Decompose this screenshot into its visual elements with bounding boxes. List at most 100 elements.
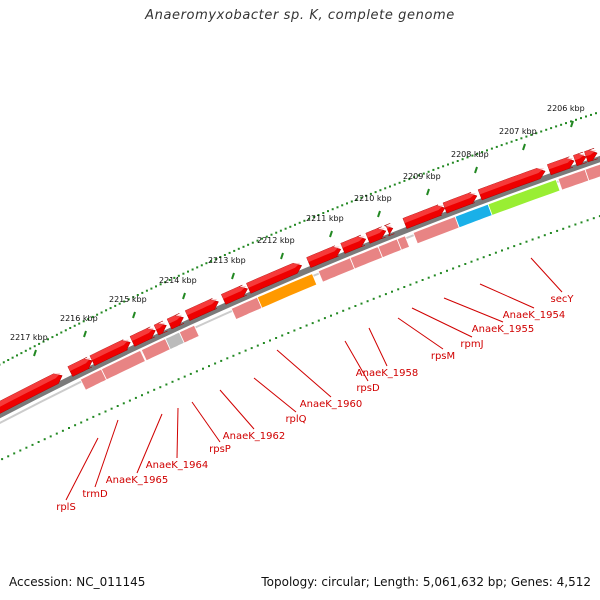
- ruler-label-2212-kbp: 2212 kbp: [257, 236, 295, 245]
- ruler-minor-tick: [51, 336, 54, 339]
- ruler-minor-tick: [355, 198, 358, 201]
- gene-label-rpmj: rpmJ: [460, 339, 483, 350]
- ruler-minor-tick: [242, 245, 245, 248]
- ruler-minor-tick: [317, 214, 320, 216]
- lower-track-dot: [220, 359, 223, 362]
- lower-track-dot: [171, 380, 174, 383]
- gene-lower-block: [256, 273, 318, 309]
- ruler-minor-tick: [223, 254, 226, 256]
- ruler-minor-tick: [389, 185, 391, 188]
- ruler-minor-tick: [275, 231, 278, 234]
- lower-track-dot: [293, 329, 296, 332]
- ruler-minor-tick: [432, 168, 435, 171]
- gene-arrow-highlight: [221, 285, 247, 299]
- lower-track-dot: [311, 322, 314, 325]
- lower-track-dot: [208, 365, 210, 368]
- ruler-minor-tick: [118, 302, 121, 305]
- lower-track-dot: [507, 247, 510, 250]
- ruler-minor-tick: [132, 296, 135, 299]
- ruler-minor-tick: [565, 122, 567, 125]
- ruler-label-2215-kbp: 2215 kbp: [109, 295, 147, 304]
- lower-track-dot: [287, 332, 290, 334]
- lower-track-dot: [165, 383, 168, 386]
- lower-track-dot: [299, 327, 302, 329]
- gene-label-rpsd: rpsD: [356, 383, 380, 394]
- ruler-minor-tick: [422, 172, 425, 175]
- ruler-label-2209-kbp: 2209 kbp: [403, 172, 441, 181]
- lower-track-dot: [281, 334, 284, 337]
- ruler-minor-tick: [123, 300, 126, 303]
- ruler-minor-tick: [471, 154, 474, 157]
- gene-arrow-highlight: [154, 321, 166, 330]
- lower-track-dot: [13, 452, 16, 455]
- lower-track-dot: [122, 402, 125, 405]
- lower-track-dot: [68, 427, 70, 429]
- ruler-minor-tick: [237, 247, 240, 250]
- lower-track-dot: [501, 249, 503, 252]
- lower-track-dot: [183, 375, 186, 378]
- leader-line-rpsd: [344, 340, 369, 382]
- ruler-minor-tick: [408, 178, 411, 181]
- lower-track-dot: [49, 435, 52, 438]
- ruler-minor-tick: [374, 191, 377, 194]
- lower-track-dot: [488, 254, 491, 256]
- lower-track-dot: [202, 367, 204, 370]
- ruler-minor-tick: [105, 309, 108, 312]
- lower-track-dot: [74, 424, 77, 427]
- ruler-minor-tick: [346, 202, 348, 205]
- ruler-major-tick: [33, 349, 37, 357]
- ruler-major-tick: [522, 143, 526, 151]
- ruler-major-tick: [474, 166, 478, 174]
- ruler-label-2216-kbp: 2216 kbp: [60, 314, 98, 323]
- leader-line-anaek-1960: [276, 349, 332, 398]
- lower-track-dot: [519, 242, 522, 245]
- ruler-minor-tick: [393, 183, 396, 186]
- ruler-minor-tick: [210, 260, 213, 263]
- lower-track-dot: [323, 317, 326, 320]
- gene-forward-arrow: [166, 313, 185, 330]
- ruler-major-tick: [570, 120, 574, 128]
- lower-track-dot: [415, 281, 418, 284]
- ruler-minor-tick: [233, 249, 236, 252]
- ruler-minor-tick: [136, 294, 139, 296]
- gene-forward-arrow: [365, 226, 387, 244]
- ruler-minor-tick: [461, 158, 464, 161]
- lower-track-dot: [232, 354, 235, 357]
- gene-label-rpls: rplS: [56, 502, 76, 513]
- lower-track-dot: [464, 263, 467, 265]
- ruler-minor-tick: [96, 313, 99, 316]
- gene-lower-block: [584, 163, 600, 182]
- gene-forward-arrow: [477, 168, 546, 201]
- ruler-minor-tick: [369, 192, 372, 195]
- lower-track-dot: [1, 458, 4, 461]
- lower-track-dot: [336, 312, 339, 315]
- ruler-minor-tick: [11, 356, 14, 359]
- gene-label-trmd: trmD: [82, 489, 108, 500]
- ruler-minor-tick: [155, 285, 157, 288]
- gene-arrow-highlight: [365, 226, 385, 238]
- ruler-minor-tick: [379, 189, 382, 192]
- ruler-minor-tick: [284, 227, 287, 230]
- ruler-minor-tick: [308, 217, 311, 220]
- lower-track-dot: [317, 319, 320, 322]
- lower-track-dot: [372, 297, 375, 300]
- lower-track-dot: [433, 274, 436, 277]
- ruler-minor-tick: [510, 140, 513, 143]
- ruler-minor-tick: [7, 359, 10, 361]
- ruler-minor-tick: [251, 241, 254, 244]
- lower-track-dot: [92, 415, 95, 418]
- ruler-minor-tick: [341, 204, 344, 207]
- gene-arrow-highlight: [340, 235, 365, 248]
- ruler-minor-tick: [595, 112, 597, 115]
- ruler-minor-tick: [427, 170, 430, 173]
- ruler-minor-tick: [279, 229, 282, 232]
- ruler-minor-tick: [580, 117, 582, 120]
- lower-track-dot: [568, 225, 571, 228]
- ruler-minor-tick: [447, 163, 449, 166]
- ruler-minor-tick: [114, 304, 117, 307]
- ruler-minor-tick: [55, 333, 58, 336]
- lower-track-dot: [25, 446, 28, 449]
- ruler-minor-tick: [530, 133, 533, 136]
- gene-forward-arrow: [184, 298, 219, 322]
